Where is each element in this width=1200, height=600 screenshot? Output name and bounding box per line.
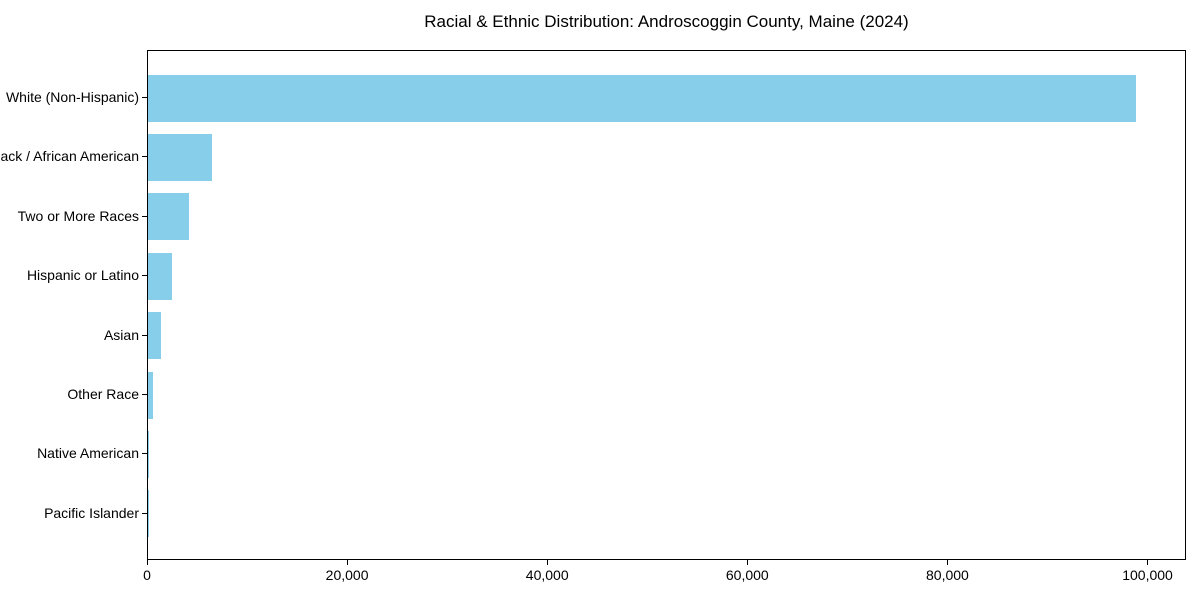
- y-tick-label-black-african-american: Black / African American: [0, 148, 139, 165]
- x-tick-mark: [946, 560, 948, 565]
- bar-asian: [148, 312, 161, 360]
- bar-two-or-more-races: [148, 193, 189, 241]
- x-tick-mark: [746, 560, 748, 565]
- bar-hispanic-or-latino: [148, 252, 172, 300]
- x-tick-label-40-000: 40,000: [525, 567, 569, 583]
- y-tick-label-pacific-islander: Pacific Islander: [44, 504, 139, 521]
- y-tick-mark: [142, 215, 147, 217]
- y-axis: White (Non-Hispanic) Black / African Amer…: [0, 50, 147, 560]
- bar-native-american: [148, 430, 149, 478]
- bars-container: [148, 51, 1185, 559]
- bar-black-african-american: [148, 133, 212, 181]
- x-tick-label-0: 0: [143, 567, 151, 583]
- y-tick-label-other-race: Other Race: [67, 386, 139, 402]
- x-tick-label-100-000: 100,000: [1122, 567, 1173, 583]
- y-tick-mark: [142, 334, 147, 336]
- y-tick-mark: [142, 512, 147, 514]
- y-tick-mark: [142, 394, 147, 395]
- bar-other-race: [148, 371, 153, 419]
- y-tick-label-two-or-more-races: Two or More Races: [17, 207, 139, 224]
- y-tick-label-hispanic-or-latino: Hispanic or Latino: [26, 267, 139, 284]
- x-tick-mark: [546, 560, 548, 565]
- x-tick-mark: [146, 560, 148, 565]
- y-tick-label-native-american: Native American: [37, 445, 139, 462]
- x-tick-mark: [1147, 560, 1149, 565]
- x-tick-label-20-000: 20,000: [325, 567, 369, 583]
- y-tick-label-asian: Asian: [103, 326, 139, 343]
- y-tick-mark: [142, 453, 147, 455]
- x-tick-label-60-000: 60,000: [725, 567, 769, 583]
- x-axis: 0 20,000 40,000 60,000 80,000 100,000: [143, 560, 1186, 592]
- x-tick-mark: [346, 560, 348, 565]
- y-tick-mark: [142, 97, 147, 98]
- bar-white-non-hispanic: [148, 74, 1136, 122]
- y-tick-mark: [142, 275, 147, 277]
- y-tick-label-white-non-hispanic: White (Non-Hispanic): [5, 89, 139, 105]
- y-tick-mark: [142, 156, 147, 158]
- chart-title: Racial & Ethnic Distribution: Androscogg…: [424, 12, 909, 31]
- plot-area: [147, 50, 1186, 560]
- x-tick-label-80-000: 80,000: [926, 567, 969, 583]
